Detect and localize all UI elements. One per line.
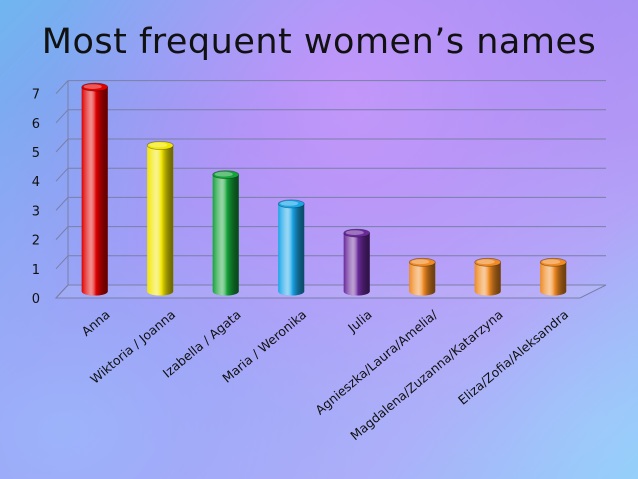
y-tick-label: 2 <box>32 234 40 249</box>
gridline-depth <box>55 167 69 182</box>
gridline-depth <box>55 197 69 211</box>
x-tick-label: Agnieszka/Laura/Amelia/ <box>312 306 440 417</box>
x-tick-label: Eliza/Zofia/Aleksandra <box>455 307 571 408</box>
y-tick-label: 6 <box>32 117 40 132</box>
y-tick-label: 0 <box>32 292 40 307</box>
bar <box>277 199 305 296</box>
y-tick-label: 1 <box>32 263 40 278</box>
floor-plane <box>54 284 607 299</box>
gridlines <box>55 80 606 299</box>
y-tick-label: 7 <box>32 88 40 103</box>
bar <box>408 257 436 296</box>
y-tick-label: 4 <box>32 175 40 190</box>
bar <box>474 257 502 296</box>
gridline-depth <box>55 80 69 94</box>
x-tick-label: Julia <box>344 307 374 336</box>
y-tick-label: 5 <box>32 146 40 161</box>
gridline-depth <box>55 284 69 299</box>
bar <box>81 82 109 296</box>
bar <box>539 257 567 296</box>
y-tick-label: 3 <box>32 204 40 219</box>
chart-floor <box>54 284 607 299</box>
bar <box>343 228 371 296</box>
chart-title: Most frequent women’s names <box>41 22 597 62</box>
gridline-depth <box>55 138 69 153</box>
gridline-depth <box>55 226 69 240</box>
x-tick-label: Anna <box>78 307 112 339</box>
gridline-depth <box>55 255 69 270</box>
bars <box>81 82 567 296</box>
y-axis: 0 1 2 3 4 5 6 7 <box>32 88 40 307</box>
bar <box>146 141 174 296</box>
gridline-depth <box>55 109 69 124</box>
bar <box>212 170 240 296</box>
